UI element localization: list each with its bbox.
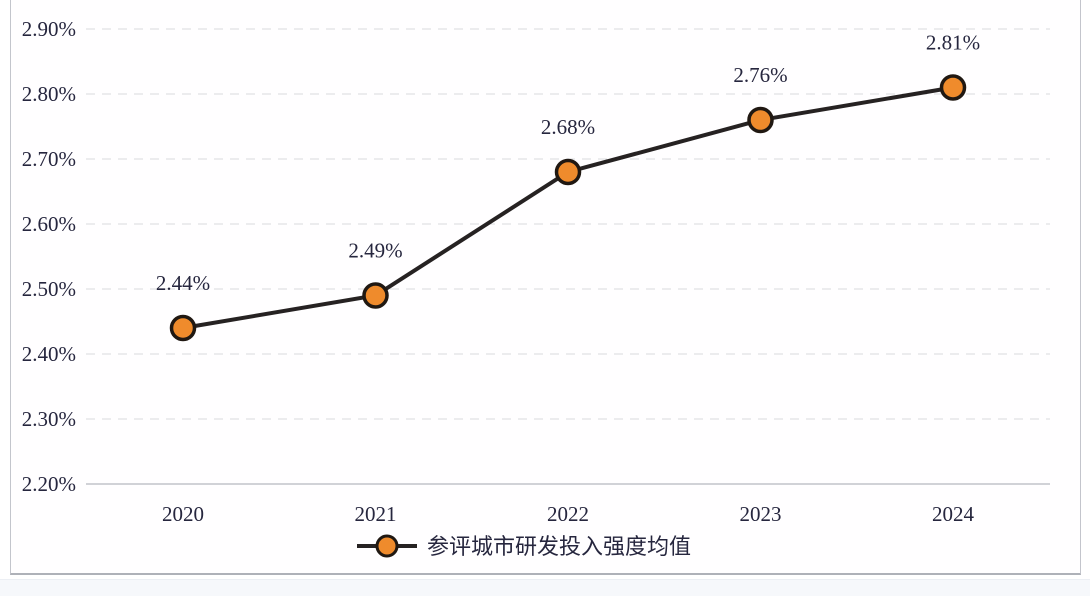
y-tick-label: 2.80%	[22, 82, 76, 106]
data-point-label: 2.76%	[733, 63, 787, 87]
data-point-marker	[169, 314, 197, 342]
x-tick-label: 2023	[740, 502, 782, 526]
x-tick-label: 2020	[162, 502, 204, 526]
gridlines	[86, 28, 1050, 485]
legend-label: 参评城市研发投入强度均值	[427, 534, 691, 559]
y-axis-labels: 2.90% 2.80% 2.70% 2.60% 2.50% 2.40% 2.30% 2.20%	[22, 17, 76, 496]
y-tick-label: 2.60%	[22, 212, 76, 236]
legend-marker-icon	[375, 534, 399, 558]
legend: 参评城市研发投入强度均值	[357, 534, 691, 559]
data-point-marker	[362, 282, 389, 309]
line-chart: 2.90% 2.80% 2.70% 2.60% 2.50% 2.40% 2.30% 2.20%…	[22, 17, 1050, 559]
y-tick-label: 2.20%	[22, 472, 76, 496]
data-point-label: 2.81%	[926, 31, 980, 55]
x-tick-label: 2021	[355, 502, 397, 526]
data-point-markers	[169, 74, 967, 342]
data-labels: 2.44% 2.49% 2.68% 2.76% 2.81%	[156, 31, 980, 296]
data-point-label: 2.49%	[348, 239, 402, 263]
footer-strip	[0, 579, 1090, 596]
data-point-marker	[554, 158, 582, 186]
data-point-label: 2.44%	[156, 271, 210, 295]
y-tick-label: 2.40%	[22, 342, 76, 366]
data-point-label: 2.68%	[541, 115, 595, 139]
y-tick-label: 2.70%	[22, 147, 76, 171]
x-tick-label: 2024	[932, 502, 975, 526]
y-tick-label: 2.90%	[22, 17, 76, 41]
data-point-marker	[939, 74, 967, 101]
x-axis-labels: 2020 2021 2022 2023 2024	[162, 502, 975, 526]
y-tick-label: 2.30%	[22, 407, 76, 431]
data-point-marker	[747, 106, 774, 134]
x-tick-label: 2022	[547, 502, 589, 526]
y-tick-label: 2.50%	[22, 277, 76, 301]
